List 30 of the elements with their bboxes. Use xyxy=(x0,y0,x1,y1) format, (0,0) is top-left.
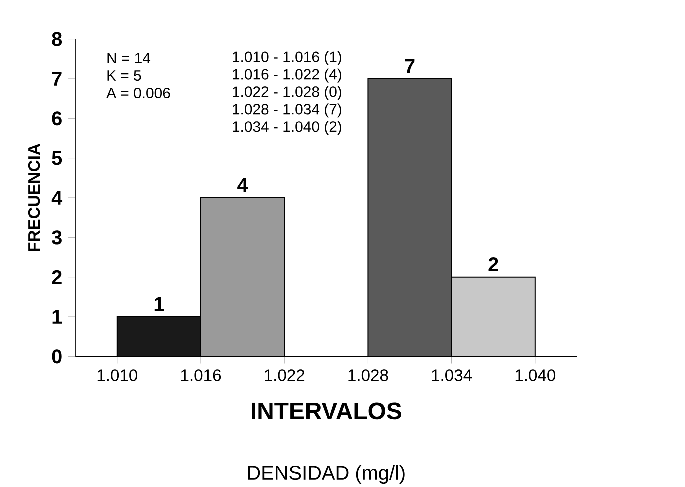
data-label: 1 xyxy=(154,298,164,312)
y-tick-label: 7 xyxy=(52,72,62,86)
x-tick-label: 1.016 xyxy=(182,370,222,382)
annotation: A = 0.006 xyxy=(106,88,170,99)
y-axis-title: FRECUENCIA xyxy=(28,144,40,252)
annotation: 1.010 - 1.016 (1) xyxy=(233,52,342,66)
annotation: 1.034 - 1.040 (2) xyxy=(233,121,342,136)
y-tick-label: 1 xyxy=(52,310,62,324)
annotation: 1.022 - 1.028 (0) xyxy=(233,86,342,100)
annotation: N = 14 xyxy=(108,53,151,64)
x-tick-label: 1.040 xyxy=(516,370,556,382)
text: DENSIDAD (mg/l) xyxy=(248,466,405,484)
annotation: K = 5 xyxy=(108,70,142,82)
y-tick-label: 2 xyxy=(52,270,62,284)
y-tick-label: 3 xyxy=(52,230,62,245)
y-tick-label: 8 xyxy=(52,32,62,47)
y-tick-label: 6 xyxy=(52,112,62,126)
annotation: 1.016 - 1.022 (4) xyxy=(233,69,342,83)
x-tick-label: 1.010 xyxy=(98,370,138,382)
x-tick-label: 1.034 xyxy=(432,370,472,382)
x-axis-title: INTERVALOS xyxy=(252,402,402,420)
x-tick-label: 1.022 xyxy=(265,370,305,382)
y-tick-label: 5 xyxy=(52,152,62,166)
x-tick-label: 1.028 xyxy=(348,370,388,382)
y-tick-label: 4 xyxy=(52,191,63,206)
y-tick-label: 0 xyxy=(52,350,62,364)
data-label: 4 xyxy=(238,178,248,192)
data-label: 2 xyxy=(488,258,498,272)
data-label: 7 xyxy=(405,60,415,74)
annotation: 1.028 - 1.034 (7) xyxy=(233,104,342,118)
